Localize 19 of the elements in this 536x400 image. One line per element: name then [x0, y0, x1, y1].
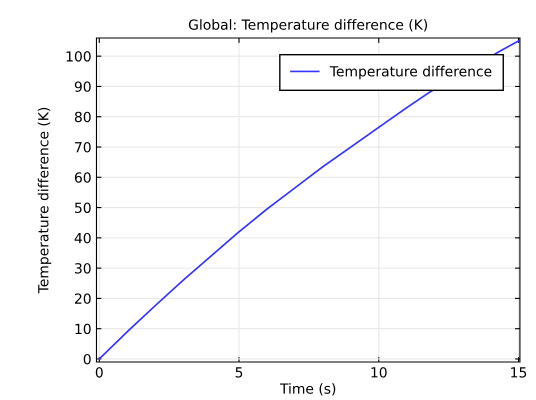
y-tick-label: 50: [75, 202, 91, 214]
x-tick-label: 10: [371, 367, 387, 378]
y-tick-label: 80: [74, 112, 91, 122]
y-tick-label: 0: [84, 354, 91, 364]
x-tick-label: 0: [96, 367, 103, 378]
x-tick-label: 15: [511, 367, 526, 378]
y-tick-label: 60: [74, 172, 91, 183]
y-tick-label: 40: [74, 232, 91, 244]
y-tick-label: 90: [74, 81, 91, 92]
legend-label: Temperature difference: [330, 66, 492, 80]
y-tick-label: 30: [75, 263, 91, 274]
y-tick-label: 100: [66, 51, 91, 62]
y-tick-label: 70: [75, 142, 91, 152]
x-axis-title: Time (s): [280, 383, 336, 396]
x-tick-label: 5: [236, 367, 242, 378]
y-tick-label: 20: [74, 293, 91, 304]
y-tick-label: 10: [75, 324, 91, 334]
chart-title: Global: Temperature difference (K): [188, 19, 428, 33]
y-axis-title: Temperature difference (K): [38, 108, 52, 294]
